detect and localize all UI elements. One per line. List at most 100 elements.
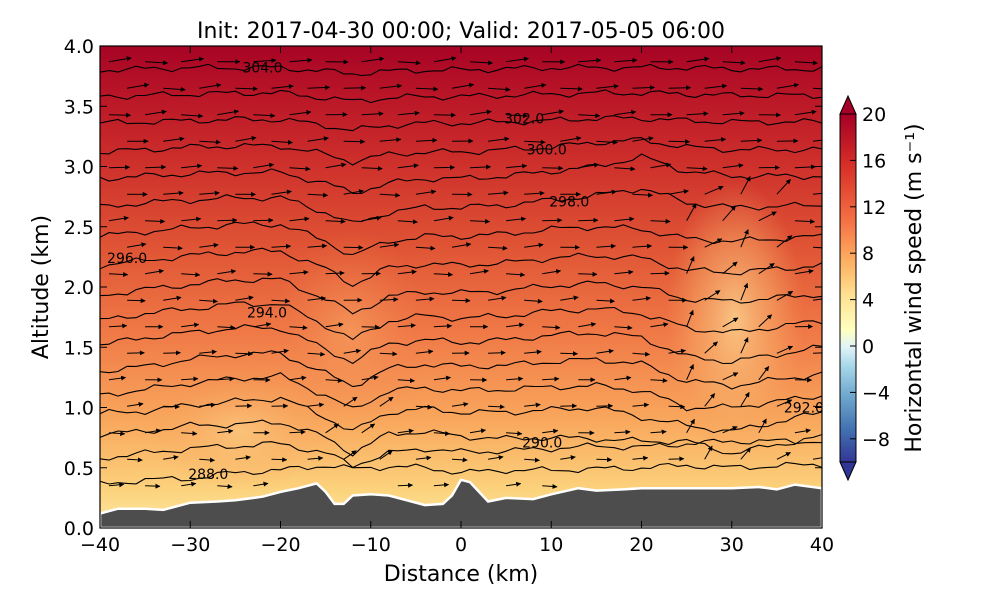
wind-vector bbox=[560, 403, 577, 409]
wind-vector bbox=[127, 457, 143, 463]
wind-vector bbox=[181, 56, 204, 63]
wind-vector bbox=[145, 483, 161, 489]
isoline-label: 298.0 bbox=[549, 194, 589, 210]
wind-vector bbox=[650, 218, 671, 224]
wind-vector bbox=[650, 162, 672, 169]
wind-vector bbox=[253, 217, 274, 223]
wind-vector bbox=[542, 165, 564, 171]
wind-vector bbox=[506, 376, 524, 382]
wind-vector bbox=[163, 295, 182, 301]
isoline bbox=[100, 396, 822, 434]
wind-vector bbox=[145, 428, 162, 434]
wind-vector bbox=[397, 219, 418, 225]
wind-vector bbox=[776, 235, 793, 248]
wind-vector bbox=[379, 192, 401, 198]
wind-vector bbox=[704, 238, 723, 248]
wind-vector bbox=[488, 190, 509, 196]
wind-vector bbox=[506, 322, 525, 328]
wind-vector bbox=[253, 113, 276, 119]
wind-vector bbox=[794, 268, 814, 275]
wind-vector bbox=[758, 211, 777, 222]
colorbar-max-extension bbox=[839, 94, 857, 115]
colorbar-frame bbox=[839, 114, 857, 462]
wind-vector bbox=[325, 423, 340, 434]
x-axis-ticks: −40 −30 −20 −10 0 10 20 30 40 bbox=[80, 46, 834, 556]
wind-vector bbox=[686, 309, 694, 327]
wind-vector bbox=[397, 60, 421, 66]
isoline bbox=[100, 324, 822, 365]
wind-vector bbox=[181, 113, 204, 119]
wind-vector bbox=[433, 112, 456, 118]
wind-vector bbox=[217, 376, 235, 382]
wind-vector bbox=[668, 189, 689, 195]
wind-vector bbox=[722, 60, 746, 66]
wind-vector bbox=[235, 351, 254, 357]
wind-vector bbox=[433, 431, 451, 437]
wind-vector bbox=[271, 457, 288, 463]
isoline bbox=[100, 277, 822, 315]
wind-vector bbox=[289, 166, 311, 172]
wind-vector bbox=[614, 429, 631, 435]
wind-vector bbox=[776, 399, 793, 407]
wind-vector bbox=[614, 375, 632, 381]
wind-vector bbox=[325, 378, 343, 384]
wind-vector bbox=[632, 243, 653, 249]
wind-vector bbox=[379, 396, 394, 407]
wind-vector bbox=[794, 428, 811, 434]
wind-vector bbox=[199, 139, 221, 145]
y-tick-label: 0.0 bbox=[64, 518, 94, 540]
isoline bbox=[100, 115, 822, 132]
wind-vector bbox=[289, 110, 312, 116]
wind-vector bbox=[181, 163, 203, 169]
wind-vector bbox=[145, 268, 164, 275]
wind-vector bbox=[704, 290, 721, 301]
wind-vector bbox=[524, 349, 542, 355]
wind-vector bbox=[650, 429, 667, 435]
wind-vector bbox=[650, 378, 668, 384]
wind-vector bbox=[812, 405, 822, 408]
wind-vector bbox=[614, 325, 633, 331]
wind-vector bbox=[794, 218, 815, 224]
wind-vector bbox=[686, 56, 710, 63]
wind-vector bbox=[271, 348, 289, 354]
isoline-label: 294.0 bbox=[247, 305, 287, 321]
colorbar-tick-label: 0 bbox=[862, 336, 874, 358]
wind-vector bbox=[542, 217, 563, 223]
wind-vector bbox=[379, 242, 400, 248]
wind-vector bbox=[181, 272, 201, 278]
wind-vector bbox=[542, 428, 559, 434]
wind-vector bbox=[614, 269, 634, 275]
wind-vector bbox=[108, 112, 132, 118]
plot-area: 288.0 290.0 292.0 294.0 296.0 298.0 300.0 302.0… bbox=[100, 46, 822, 528]
wind-vector bbox=[307, 243, 328, 249]
wind-vector bbox=[397, 323, 416, 329]
wind-vector bbox=[506, 481, 522, 487]
wind-vector bbox=[722, 110, 745, 116]
wind-vector bbox=[253, 481, 269, 487]
wind-vector bbox=[415, 404, 433, 410]
wind-vector bbox=[704, 137, 727, 143]
wind-vector bbox=[560, 135, 582, 142]
wind-vector bbox=[307, 136, 329, 142]
wind-vector bbox=[668, 348, 686, 354]
wind-vector bbox=[596, 348, 614, 354]
wind-vector bbox=[740, 229, 749, 248]
wind-vector bbox=[578, 322, 597, 328]
wind-vector bbox=[108, 482, 125, 488]
wind-vector bbox=[433, 271, 453, 277]
wind-vector bbox=[253, 162, 275, 169]
wind-vector bbox=[758, 418, 767, 434]
wind-vector bbox=[722, 317, 739, 328]
wind-vector bbox=[325, 270, 345, 276]
wind-vector bbox=[127, 242, 147, 248]
wind-vector bbox=[343, 348, 362, 354]
wind-vector bbox=[794, 60, 818, 66]
wind-vector bbox=[812, 192, 822, 195]
wind-vector bbox=[776, 452, 791, 460]
x-tick-label: 0 bbox=[455, 534, 467, 556]
wind-vector bbox=[578, 57, 602, 63]
wind-vector bbox=[307, 84, 331, 90]
colorbar-tick-label: −4 bbox=[862, 382, 890, 404]
wind-vector bbox=[542, 269, 562, 275]
colorbar-tick-label: 4 bbox=[862, 290, 874, 312]
